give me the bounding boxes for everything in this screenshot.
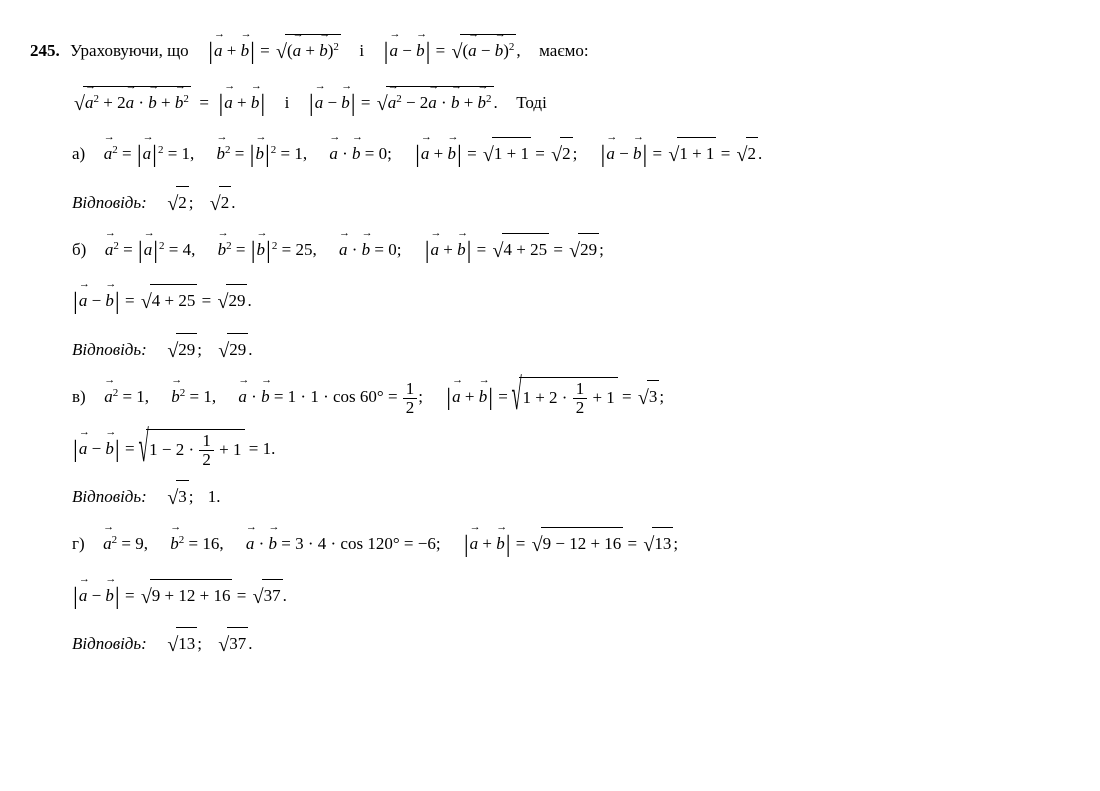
part-d-answer: Відповідь: √13; √37. xyxy=(72,626,1074,664)
part-d-label: г) xyxy=(72,534,85,553)
problem-number: 245. xyxy=(30,41,60,60)
then-text: Тоді xyxy=(516,93,547,112)
intro-prefix: Ураховуючи, що xyxy=(70,41,189,60)
part-c-answer: Відповідь: √3; 1. xyxy=(72,479,1074,517)
part-d-line1: г) a2 = 9, b2 = 16, a · b = 3 · 4 · cos … xyxy=(72,523,1074,569)
sqrt-expand-plus: √a2 + 2a · b + b2 xyxy=(72,85,191,123)
intro-and: і xyxy=(359,41,364,60)
part-c-line1: в) a2 = 1, b2 = 1, a · b = 1 · 1 · cos 6… xyxy=(72,376,1074,422)
part-c-line2: a − b = √ 1 − 2 · 12 + 1 = 1. xyxy=(72,428,1074,474)
expansion-line: √a2 + 2a · b + b2 = a + b і a − b = √a2 … xyxy=(72,82,1074,128)
intro-suffix: маємо: xyxy=(539,41,588,60)
abs-a-plus-b: a + b xyxy=(207,30,256,76)
part-a-answer: Відповідь: √2; √2. xyxy=(72,185,1074,223)
sqrt-aminusb-sq: √(a − b)2 xyxy=(449,33,516,71)
part-d-line2: a − b = √9 + 12 + 16 = √37. xyxy=(72,575,1074,621)
sqrt-expand-minus: √a2 − 2a · b + b2 xyxy=(375,85,494,123)
part-b-label: б) xyxy=(72,240,86,259)
part-a-label: а) xyxy=(72,144,85,163)
part-b-line1: б) a2 = a2 = 4, b2 = b2 = 25, a · b = 0;… xyxy=(72,229,1074,275)
sqrt-big-c-diff: √ 1 − 2 · 12 + 1 xyxy=(139,429,245,469)
intro-line: 245. Ураховуючи, що a + b = √(a + b)2 і … xyxy=(30,30,1074,76)
part-b-answer: Відповідь: √29; √29. xyxy=(72,332,1074,370)
abs-a-minus-b: a − b xyxy=(383,30,432,76)
part-a-line: а) a2 = a2 = 1, b2 = b2 = 1, a · b = 0; … xyxy=(72,133,1074,179)
sqrt-aplusb-sq: √(a + b)2 xyxy=(274,33,341,71)
part-b-line2: a − b = √4 + 25 = √29. xyxy=(72,280,1074,326)
part-c-label: в) xyxy=(72,387,86,406)
sqrt-big-c-sum: √ 1 + 2 · 12 + 1 xyxy=(512,377,618,417)
